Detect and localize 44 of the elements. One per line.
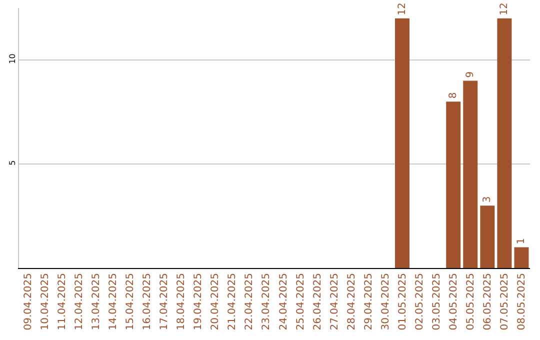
x-tick-label: 06.05.2025 — [482, 273, 494, 330]
x-tick-label: 03.05.2025 — [432, 273, 443, 330]
x-tick-label: 29.04.2025 — [363, 273, 374, 330]
bar — [463, 80, 478, 268]
data-label: 3 — [482, 196, 493, 203]
x-tick-label: 15.04.2025 — [124, 273, 136, 330]
data-label: 12 — [498, 2, 510, 16]
x-tick-label: 02.05.2025 — [414, 273, 426, 330]
x-tick-label: 17.04.2025 — [159, 273, 170, 330]
x-tick-label: 25.04.2025 — [295, 273, 306, 330]
x-tick-label: 22.04.2025 — [244, 273, 256, 330]
bar — [514, 247, 529, 268]
x-tick-label: 07.05.2025 — [500, 273, 511, 330]
x-tick-label: 16.04.2025 — [142, 273, 153, 330]
y-tick-label: 10 — [8, 54, 17, 64]
x-tick-label: 01.05.2025 — [398, 273, 408, 330]
x-tick-label: 27.04.2025 — [329, 273, 340, 330]
x-tick-label: 19.04.2025 — [193, 273, 204, 330]
x-tick-label: 30.04.2025 — [380, 273, 392, 330]
x-tick-label: 09.04.2025 — [22, 273, 34, 330]
x-tick-label: 12.04.2025 — [74, 273, 85, 330]
x-tick-label: 05.05.2025 — [466, 273, 477, 330]
x-tick-label: 21.04.2025 — [227, 273, 238, 330]
x-tick-label: 18.04.2025 — [176, 273, 188, 330]
bar — [497, 18, 512, 268]
data-label: 9 — [464, 71, 476, 78]
x-tick-label: 04.05.2025 — [448, 273, 460, 330]
bar — [480, 206, 495, 268]
x-tick-label: 23.04.2025 — [261, 273, 272, 330]
bar — [446, 102, 461, 268]
x-tick-label: 14.04.2025 — [108, 273, 119, 330]
x-tick-label: 20.04.2025 — [210, 273, 222, 330]
x-tick-label: 24.04.2025 — [278, 273, 290, 330]
x-tick-label: 13.04.2025 — [90, 273, 102, 330]
data-label: 1 — [516, 238, 527, 244]
data-label: 12 — [396, 2, 408, 16]
data-label: 8 — [448, 92, 459, 99]
x-tick-label: 10.04.2025 — [40, 273, 51, 330]
x-tick-label: 26.04.2025 — [312, 273, 324, 330]
x-tick-label: 11.04.2025 — [56, 273, 68, 330]
x-tick-label: 28.04.2025 — [346, 273, 358, 330]
y-tick-label: 5 — [8, 160, 17, 166]
bar — [395, 18, 410, 268]
x-tick-label: 08.05.2025 — [516, 273, 528, 330]
